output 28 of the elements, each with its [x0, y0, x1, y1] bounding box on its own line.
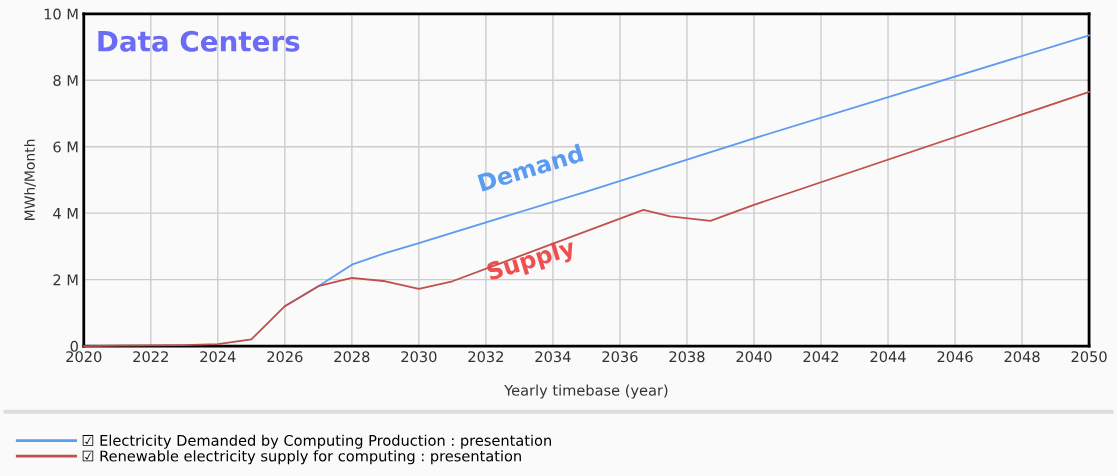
x-tick-label: 2020	[66, 351, 102, 363]
y-tick-label: 10 M	[44, 8, 78, 20]
annotation: Supply	[485, 237, 578, 286]
x-tick-label: 2030	[401, 351, 437, 363]
y-tick-label: 6 M	[53, 141, 78, 153]
legend-label: ☑ Electricity Demanded by Computing Production : presentation	[82, 434, 551, 449]
x-tick-label: 2028	[334, 351, 370, 363]
x-tick-label: 2032	[468, 351, 503, 363]
legend-label: ☑ Renewable electricity supply for computing : presentation	[82, 450, 521, 465]
x-tick-label: 2042	[803, 351, 839, 363]
x-tick-label: 2044	[870, 351, 906, 363]
x-tick-label: 2038	[669, 351, 705, 363]
x-tick-label: 2048	[1004, 351, 1040, 363]
annotation: Data Centers	[98, 30, 300, 52]
x-tick-label: 2036	[602, 351, 638, 363]
x-tick-label: 2046	[937, 351, 973, 363]
y-tick-label: 4 M	[53, 208, 78, 219]
x-tick-label: 2034	[535, 351, 571, 363]
y-axis-title: MWh/Month	[24, 139, 36, 220]
y-tick-label: 2 M	[53, 274, 78, 286]
x-tick-label: 2024	[200, 351, 236, 363]
x-tick-label: 2040	[736, 351, 772, 363]
x-tick-label: 2022	[133, 351, 168, 363]
x-axis-title: Yearly timebase (year)	[504, 384, 668, 399]
x-tick-label: 2050	[1071, 351, 1107, 363]
y-tick-label: 8 M	[53, 74, 78, 86]
y-tick-label: 0	[70, 340, 78, 352]
x-tick-label: 2026	[267, 351, 303, 363]
